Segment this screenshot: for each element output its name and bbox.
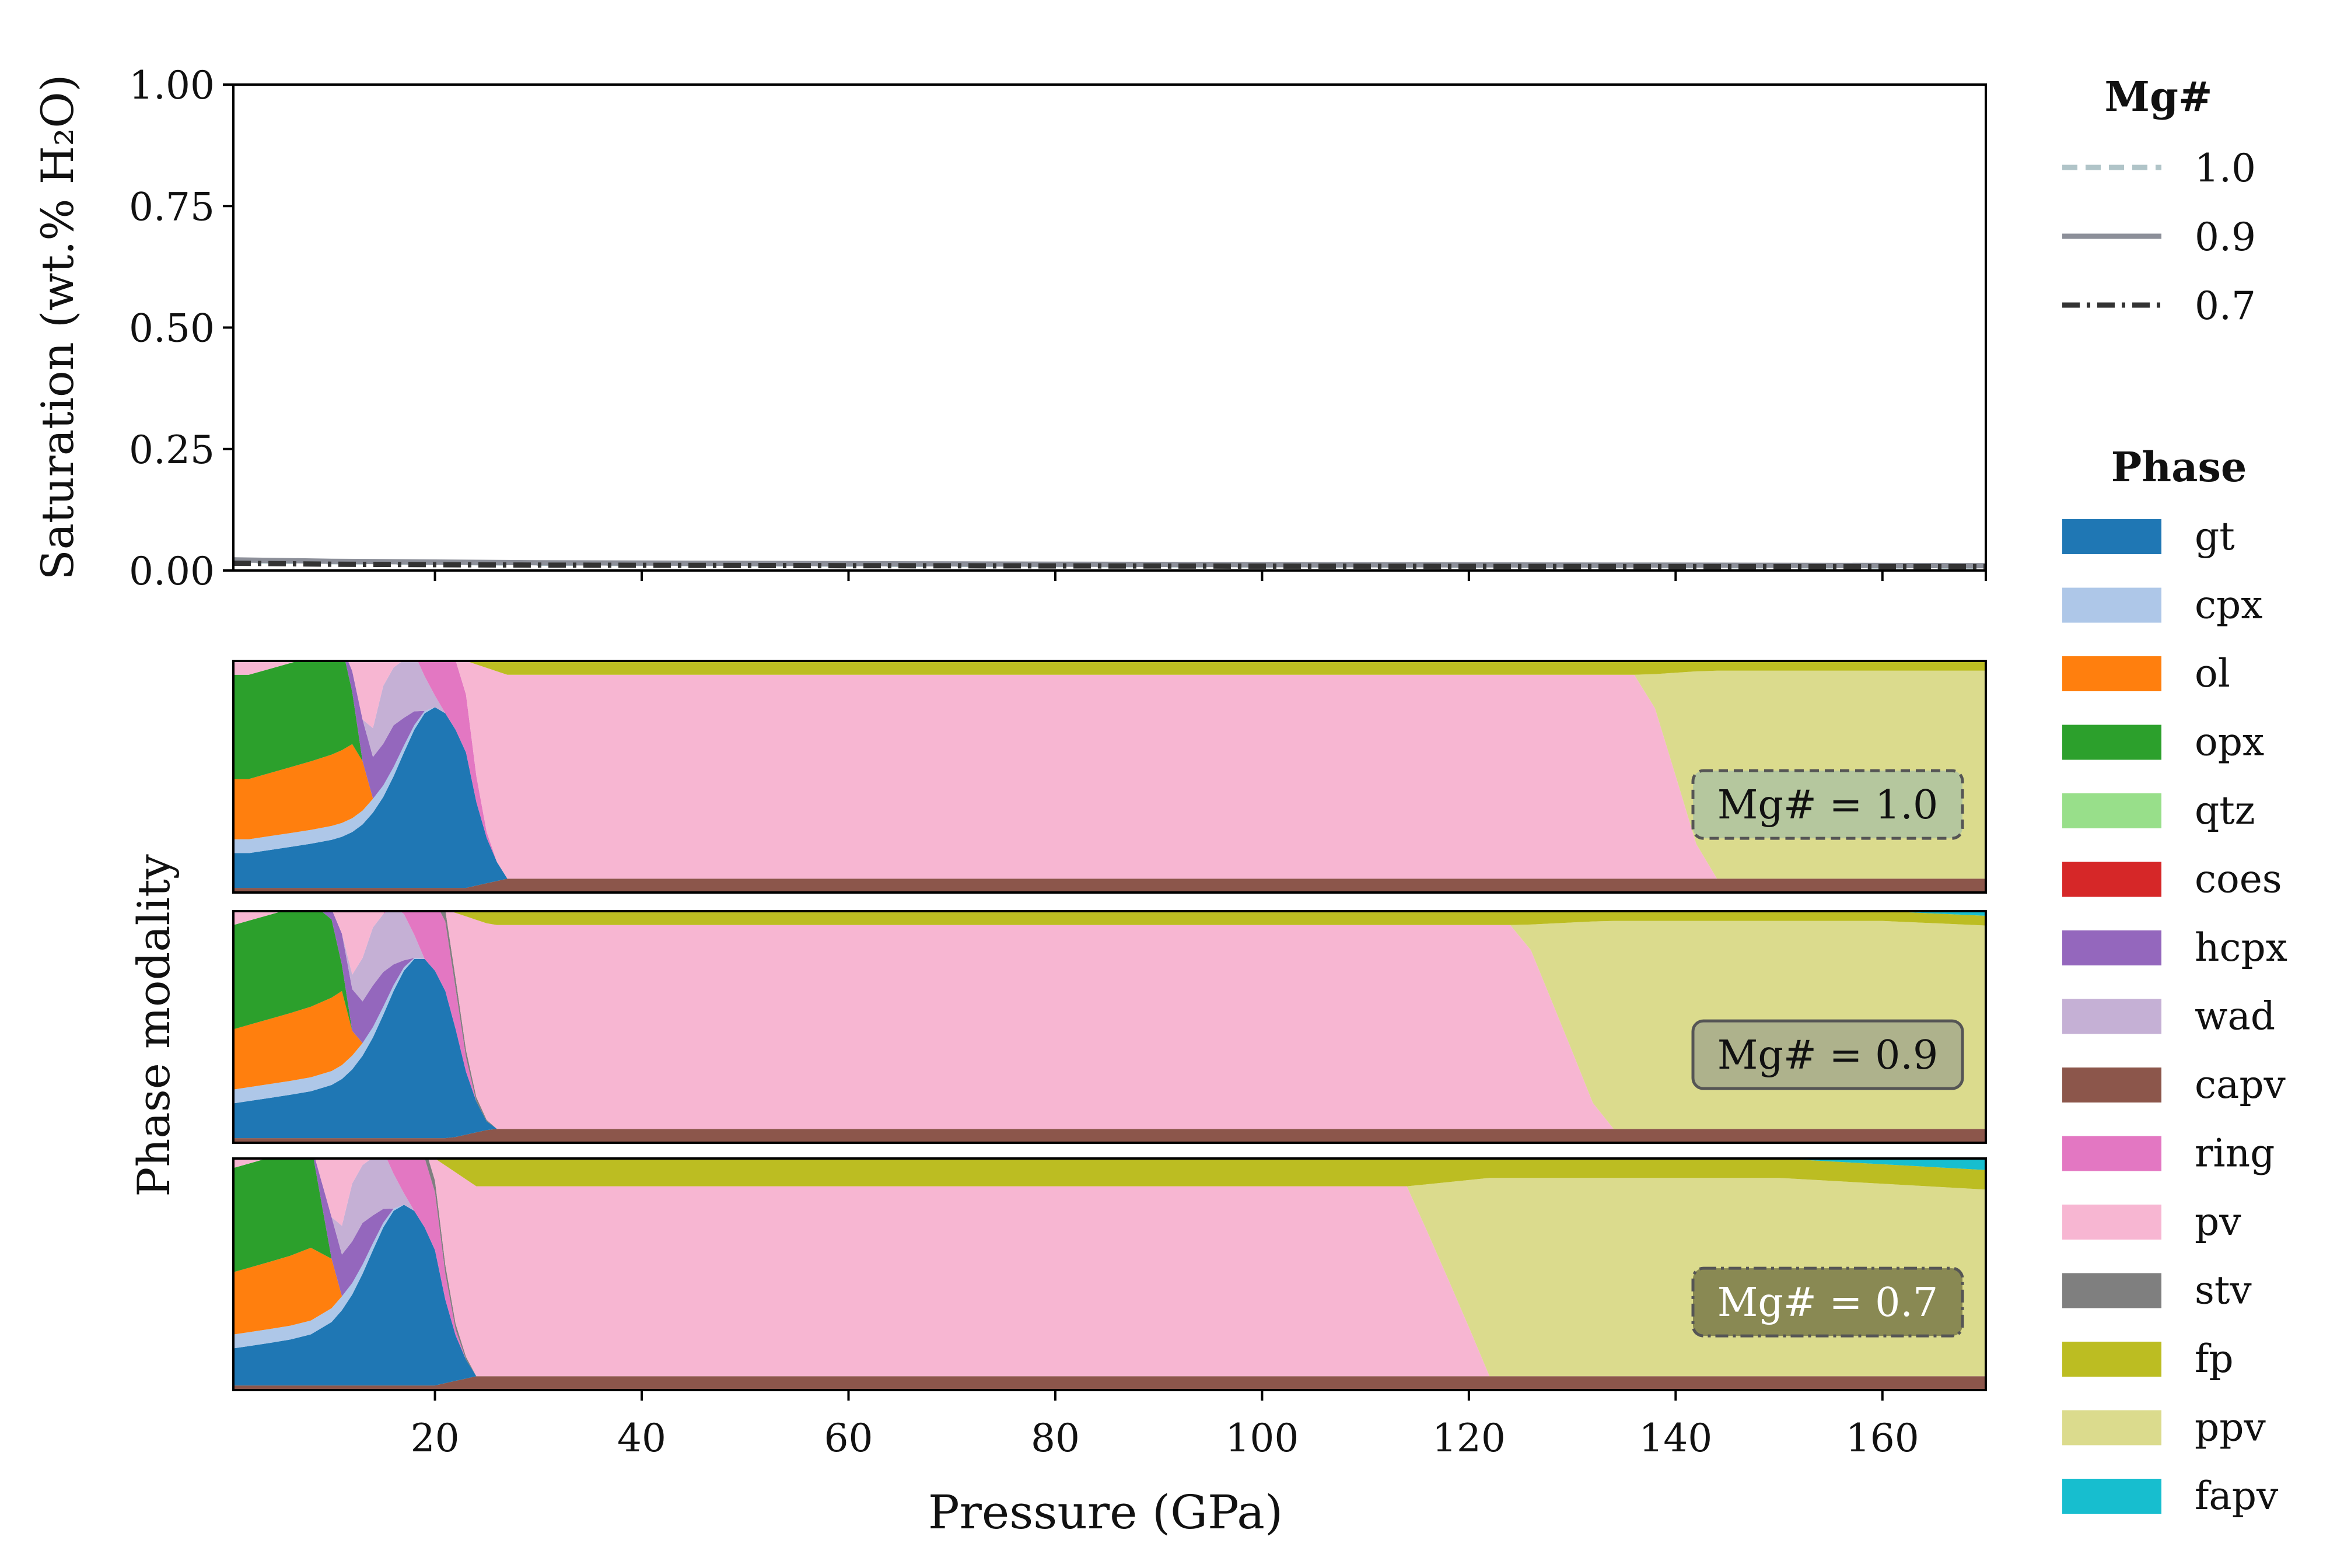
phase-panel-mg-0-7 — [232, 1157, 1987, 1391]
phase-legend-label: wad — [2195, 994, 2275, 1039]
x-tick-label: 60 — [824, 1416, 873, 1461]
area-pv — [233, 1158, 1986, 1377]
area-fp — [233, 1158, 1986, 1190]
phase-legend-swatch-cpx — [2062, 587, 2161, 623]
area-pv — [233, 661, 1986, 879]
phase-legend-label: fp — [2195, 1336, 2234, 1381]
area-ppv — [233, 661, 1986, 879]
saturation-line-mg-0.7 — [233, 561, 1986, 569]
area-ppv — [233, 911, 1986, 1129]
area-capv — [233, 878, 1986, 892]
mg-legend-label: 0.9 — [2195, 215, 2256, 260]
area-wad — [233, 661, 1986, 879]
phase-legend-label: opx — [2195, 720, 2264, 765]
x-tick-label: 40 — [617, 1416, 666, 1461]
area-pv — [233, 911, 1986, 1129]
phase-legend-title: Phase — [2111, 443, 2247, 491]
panel-label: Mg# = 0.9 — [1717, 1032, 1938, 1079]
phase-legend-swatch-ring — [2062, 1136, 2161, 1171]
phase-legend-swatch-fapv — [2062, 1479, 2161, 1514]
phase-legend-swatch-coes — [2062, 862, 2161, 897]
phase-legend-swatch-fp — [2062, 1342, 2161, 1377]
phase-legend-label: pv — [2195, 1199, 2241, 1244]
phase-legend-label: hcpx — [2195, 925, 2287, 970]
phase-legend-swatch-stv — [2062, 1273, 2161, 1308]
area-fp — [233, 911, 1986, 926]
x-tick-label: 160 — [1846, 1416, 1919, 1461]
panel-label-box — [1691, 1266, 1964, 1338]
phase-legend-swatch-qtz — [2062, 793, 2161, 828]
phase-legend-swatch-pv — [2062, 1205, 2161, 1240]
phase-legend-label: ol — [2195, 651, 2230, 696]
y-tick-label: 0.75 — [129, 184, 215, 229]
pressure-x-ticks: 20 40 60 80 100 120 140 160 — [411, 1390, 1919, 1461]
phase-legend-swatch-capv — [2062, 1068, 2161, 1102]
phase-panel-mg-0-9 — [232, 910, 1987, 1144]
phase-legend-label: capv — [2195, 1062, 2286, 1107]
phase-legend-swatch-wad — [2062, 999, 2161, 1034]
x-tick-label: 140 — [1639, 1416, 1712, 1461]
x-tick-label: 120 — [1432, 1416, 1506, 1461]
phase-modality-panels: Mg# = 1.0 Mg# = 0.9 Mg# = 0.7 20 40 60 80 100 1… — [128, 626, 1987, 1539]
phase-legend-label: ring — [2195, 1131, 2275, 1176]
panel-label-box — [1691, 769, 1964, 840]
y-tick-label: 1.00 — [129, 63, 215, 108]
area-capv — [233, 1376, 1986, 1390]
y-tick-label: 0.50 — [129, 306, 215, 351]
area-fp — [233, 661, 1986, 675]
phase-legend-swatch-ol — [2062, 656, 2161, 691]
panel-label: Mg# = 1.0 — [1717, 782, 1938, 828]
phase-legend-swatch-gt — [2062, 519, 2161, 554]
saturation-lines — [233, 557, 1986, 569]
area-gt — [233, 959, 1986, 1139]
phase-legend-swatch-ppv — [2062, 1410, 2161, 1446]
area-capv — [233, 1129, 1986, 1143]
panel-label-box — [1691, 1019, 1964, 1090]
mg-legend-label: 1.0 — [2195, 146, 2256, 191]
saturation-y-axis-label: Saturation (wt.% H₂O) — [32, 75, 83, 580]
phase-legend-label: coes — [2195, 857, 2282, 902]
phase-legend-label: qtz — [2195, 788, 2255, 833]
phase-legend-label: stv — [2195, 1268, 2252, 1313]
phase-legend-swatch-opx — [2062, 724, 2161, 760]
phase-panel-mg-1-0 — [232, 626, 1987, 894]
x-tick-label: 20 — [411, 1416, 460, 1461]
panel-label: Mg# = 0.7 — [1717, 1280, 1938, 1326]
x-tick-label: 100 — [1225, 1416, 1299, 1461]
y-tick-label: 0.25 — [129, 428, 215, 473]
phase-legend-label: fapv — [2195, 1474, 2279, 1518]
mg-legend-label: 0.7 — [2195, 284, 2256, 328]
panel-labels: Mg# = 1.0 Mg# = 0.9 Mg# = 0.7 — [1691, 769, 1964, 1338]
mg-legend: Mg# 1.0 0.9 0.7 — [2062, 72, 2256, 328]
pressure-x-axis-label: Pressure (GPa) — [928, 1485, 1283, 1539]
saturation-plot-area — [233, 85, 1986, 570]
area-gt — [233, 1205, 1986, 1386]
phase-legend-label: gt — [2195, 514, 2235, 559]
saturation-x-ticks — [433, 570, 1987, 581]
y-tick-label: 0.00 — [129, 549, 215, 594]
area-gt — [233, 707, 1986, 888]
phase-legend-label: ppv — [2195, 1405, 2266, 1450]
area-fapv — [233, 626, 1986, 661]
phase-legend-swatch-hcpx — [2062, 930, 2161, 965]
area-ring — [233, 1158, 1986, 1377]
saturation-y-ticks: 0.00 0.25 0.50 0.75 1.00 — [129, 63, 233, 594]
mg-legend-title: Mg# — [2104, 72, 2212, 121]
x-tick-label: 80 — [1031, 1416, 1080, 1461]
saturation-panel: 0.00 0.25 0.50 0.75 1.00 Saturation (wt.% H₂… — [32, 63, 1987, 594]
area-wad — [233, 911, 1986, 1129]
phase-legend-label: cpx — [2195, 583, 2262, 628]
area-ppv — [233, 1158, 1986, 1377]
phase-legend: Phase gt cpx ol opx qtz coes hcpx wad capv ring pv… — [2062, 443, 2287, 1518]
phase-modality-y-axis-label: Phase modality — [128, 854, 180, 1196]
